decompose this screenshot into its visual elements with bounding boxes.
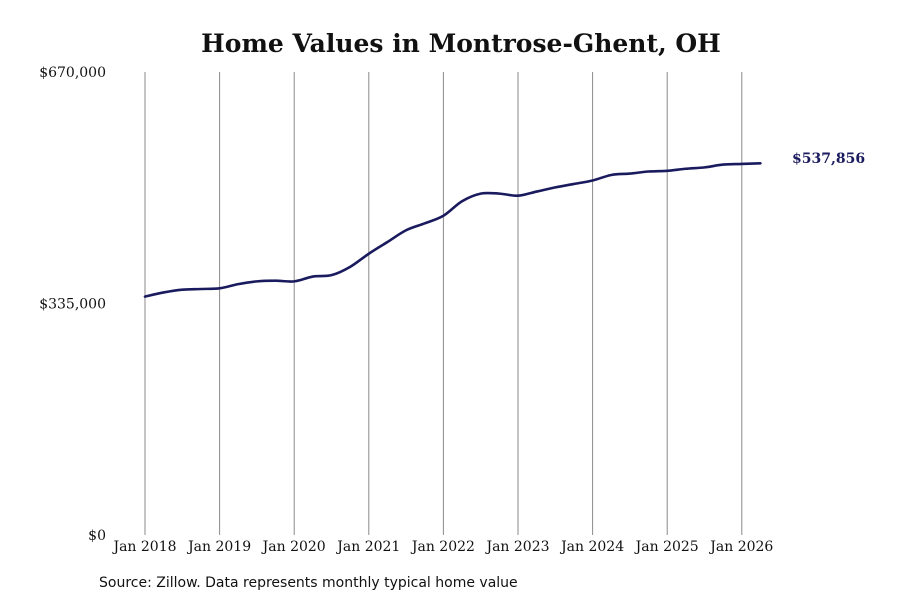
end-value-label: $537,856 <box>792 151 865 167</box>
series-line-0 <box>143 162 762 298</box>
x-tick-label: Jan 2023 <box>484 539 549 555</box>
source-note: Source: Zillow. Data represents monthly … <box>99 575 518 591</box>
x-tick-label: Jan 2024 <box>559 539 624 555</box>
x-axis: Jan 2018 Jan 2019 Jan 2020 Jan 2021 Jan 2022… <box>111 539 773 555</box>
series-layer <box>143 162 762 298</box>
y-axis: $0 $335,000 $670,000 <box>39 65 106 544</box>
x-tick-label: Jan 2019 <box>186 539 251 555</box>
chart-title: Home Values in Montrose-Ghent, OH <box>201 29 721 58</box>
y-tick-label: $0 <box>88 528 106 544</box>
gridlines <box>144 72 743 535</box>
x-tick-label: Jan 2022 <box>410 539 475 555</box>
x-tick-label: Jan 2020 <box>261 539 326 555</box>
x-tick-label: Jan 2026 <box>708 539 773 555</box>
y-tick-label: $335,000 <box>39 297 106 313</box>
y-tick-label: $670,000 <box>39 65 106 81</box>
x-tick-label: Jan 2018 <box>111 539 176 555</box>
x-tick-label: Jan 2021 <box>335 539 400 555</box>
x-tick-label: Jan 2025 <box>634 539 699 555</box>
